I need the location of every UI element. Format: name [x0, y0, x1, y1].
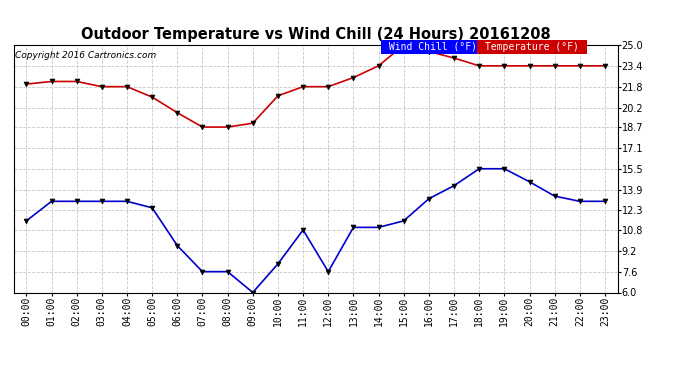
Text: Copyright 2016 Cartronics.com: Copyright 2016 Cartronics.com — [15, 51, 157, 60]
Text: Wind Chill (°F): Wind Chill (°F) — [383, 42, 483, 52]
Text: Temperature (°F): Temperature (°F) — [479, 42, 584, 52]
Title: Outdoor Temperature vs Wind Chill (24 Hours) 20161208: Outdoor Temperature vs Wind Chill (24 Ho… — [81, 27, 551, 42]
